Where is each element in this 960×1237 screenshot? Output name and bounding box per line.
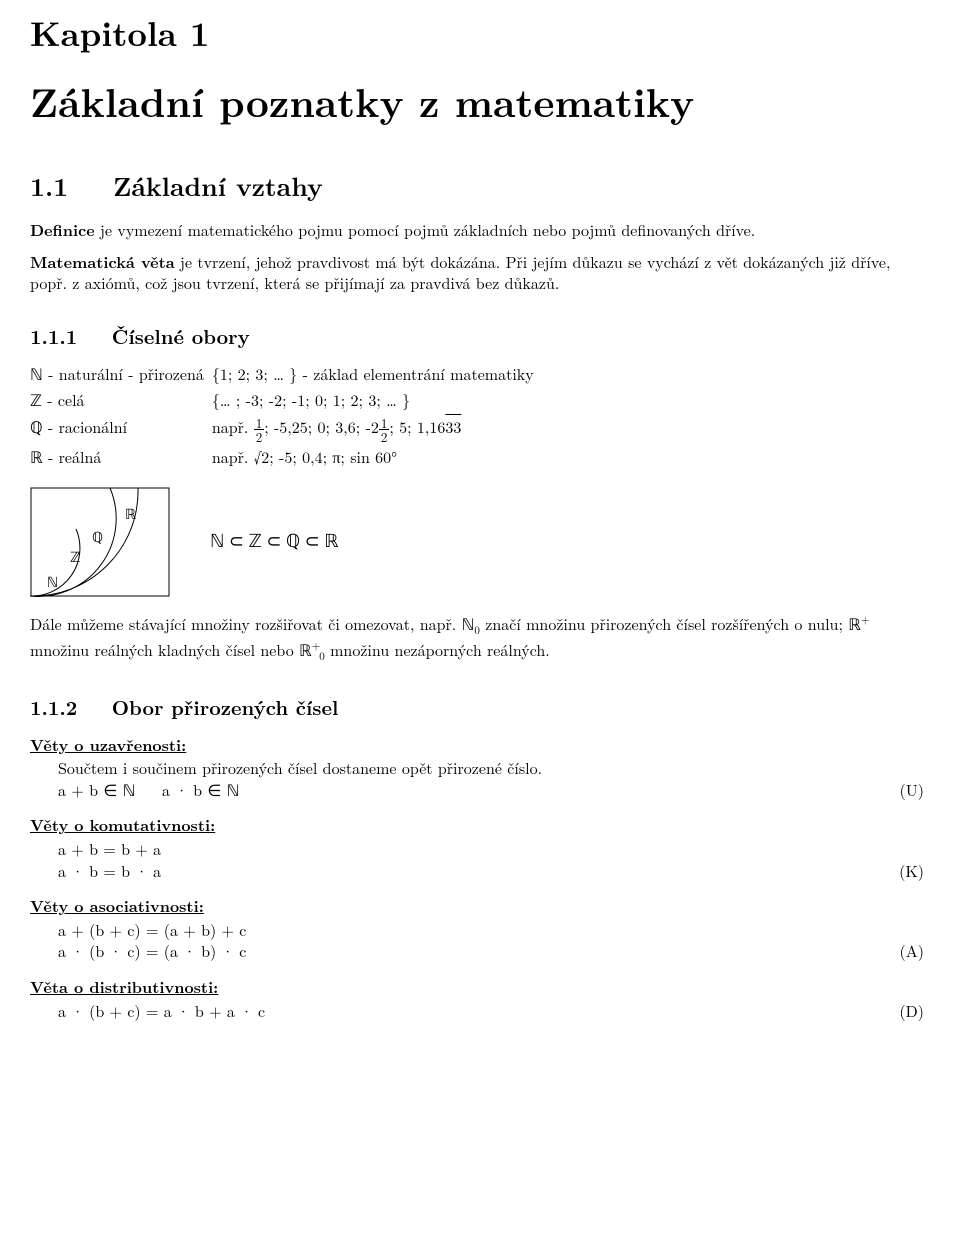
ext-2: značí množinu přirozených čísel rozšířen… [480, 612, 861, 635]
set-name: - reálná [43, 445, 102, 468]
set-symbol-n: ℕ [30, 367, 43, 384]
venn-diagram: ℕ ℤ ℚ ℝ [30, 487, 170, 597]
subsection-number: 1.1.2 [30, 692, 77, 721]
venn-n-label: ℕ [47, 572, 58, 592]
closure-text: Součtem i součinem přirozených čísel dos… [30, 757, 930, 779]
venn-q-label: ℚ [92, 527, 103, 547]
komut-l2: a · b = b · a [58, 860, 161, 882]
set-name: - celá [42, 388, 85, 411]
set-example: např. 12; -5,25; 0; 3,6; -212; 5; 1,1633 [212, 416, 542, 446]
definice-paragraph: Definice je vymezení matematického pojmu… [30, 219, 930, 241]
table-row: ℤ - celá {… ; -3; -2; -1; 0; 1; 2; 3; … … [30, 389, 542, 416]
extension-paragraph: Dále můžeme stávající množiny rozšiřovat… [30, 613, 930, 665]
set-example: {… ; -3; -2; -1; 0; 1; 2; 3; … } [212, 389, 542, 416]
section-title-text: Základní vztahy [113, 167, 323, 204]
asoc-l2: a · (b · c) = (a · b) · c [58, 940, 246, 962]
asoc-l1: a + (b + c) = (a + b) + c [30, 919, 930, 941]
komut-l1: a + b = b + a [30, 838, 930, 860]
venn-r-label: ℝ [125, 504, 136, 524]
ext-2-sup: + [861, 612, 870, 627]
asoc-label: (A) [900, 940, 930, 962]
set-name: - naturální - přirozená [43, 362, 204, 385]
closure-eq: a + b ∈ ℕ a · b ∈ ℕ [58, 779, 239, 801]
subsection-title-text: Číselné obory [112, 321, 250, 350]
dist-label: (D) [899, 1000, 930, 1022]
table-row: ℚ - racionální např. 12; -5,25; 0; 3,6; … [30, 416, 542, 446]
closure-block: Věty o uzavřenosti: Součtem i součinem p… [30, 734, 930, 801]
associativity-heading: Věty o asociativnosti: [30, 895, 204, 917]
closure-eq-label: (U) [900, 779, 930, 801]
table-row: ℝ - reálná např. √2; -5; 0,4; π; sin 60° [30, 446, 542, 473]
komut-label: (K) [899, 860, 930, 882]
set-example: {1; 2; 3; … } - základ elementrání matem… [212, 363, 542, 390]
venn-z-label: ℤ [70, 547, 80, 567]
distributivity-heading: Věta o distributivnosti: [30, 976, 218, 998]
q-ex-mid: ; -5,25; 0; 3,6; -2 [264, 415, 379, 438]
subsection-number: 1.1.1 [30, 321, 77, 350]
ext-3: množinu reálných kladných čísel nebo ℝ [30, 638, 312, 661]
definice-text: je vymezení matematického pojmu pomocí p… [95, 218, 756, 241]
set-name: - racionální [43, 415, 128, 438]
chapter-title: Základní poznatky z matematiky [30, 74, 930, 128]
fraction-half: 12 [254, 416, 265, 443]
venn-row: ℕ ℤ ℚ ℝ ℕ ⊂ ℤ ⊂ ℚ ⊂ ℝ [30, 487, 930, 597]
veta-paragraph: Matematická věta je tvrzení, jehož pravd… [30, 251, 930, 294]
associativity-block: Věty o asociativnosti: a + (b + c) = (a … [30, 895, 930, 962]
q-ex-prefix: např. [212, 415, 254, 438]
repeating-decimal: 33 [445, 415, 461, 438]
set-symbol-q: ℚ [30, 420, 43, 437]
commutativity-block: Věty o komutativnosti: a + b = b + a a ·… [30, 814, 930, 881]
closure-heading: Věty o uzavřenosti: [30, 734, 186, 756]
section-1-1-2-heading: 1.1.2 Obor přirozených čísel [30, 693, 930, 720]
set-example: např. √2; -5; 0,4; π; sin 60° [212, 446, 542, 473]
veta-label: Matematická věta [30, 250, 175, 273]
definice-label: Definice [30, 218, 95, 241]
chapter-label: Kapitola 1 [30, 10, 930, 56]
section-number: 1.1 [30, 167, 68, 204]
distributivity-block: Věta o distributivnosti: a · (b + c) = a… [30, 976, 930, 1021]
number-sets-table: ℕ - naturální - přirozená {1; 2; 3; … } … [30, 363, 542, 473]
set-symbol-r: ℝ [30, 450, 43, 467]
section-1-1-1-heading: 1.1.1 Číselné obory [30, 322, 930, 349]
set-symbol-z: ℤ [30, 393, 42, 410]
ext-4: množinu nezáporných reálných. [325, 638, 550, 661]
section-1-1-heading: 1.1 Základní vztahy [30, 168, 930, 203]
subset-chain: ℕ ⊂ ℤ ⊂ ℚ ⊂ ℝ [210, 529, 339, 553]
q-ex-tail: ; 5; 1,16 [389, 415, 445, 438]
commutativity-heading: Věty o komutativnosti: [30, 814, 215, 836]
subsection-title-text: Obor přirozených čísel [112, 692, 339, 721]
dist-l1: a · (b + c) = a · b + a · c [58, 1000, 265, 1022]
ext-1: Dále můžeme stávající množiny rozšiřovat… [30, 612, 474, 635]
fraction-half: 12 [379, 416, 390, 443]
table-row: ℕ - naturální - přirozená {1; 2; 3; … } … [30, 363, 542, 390]
